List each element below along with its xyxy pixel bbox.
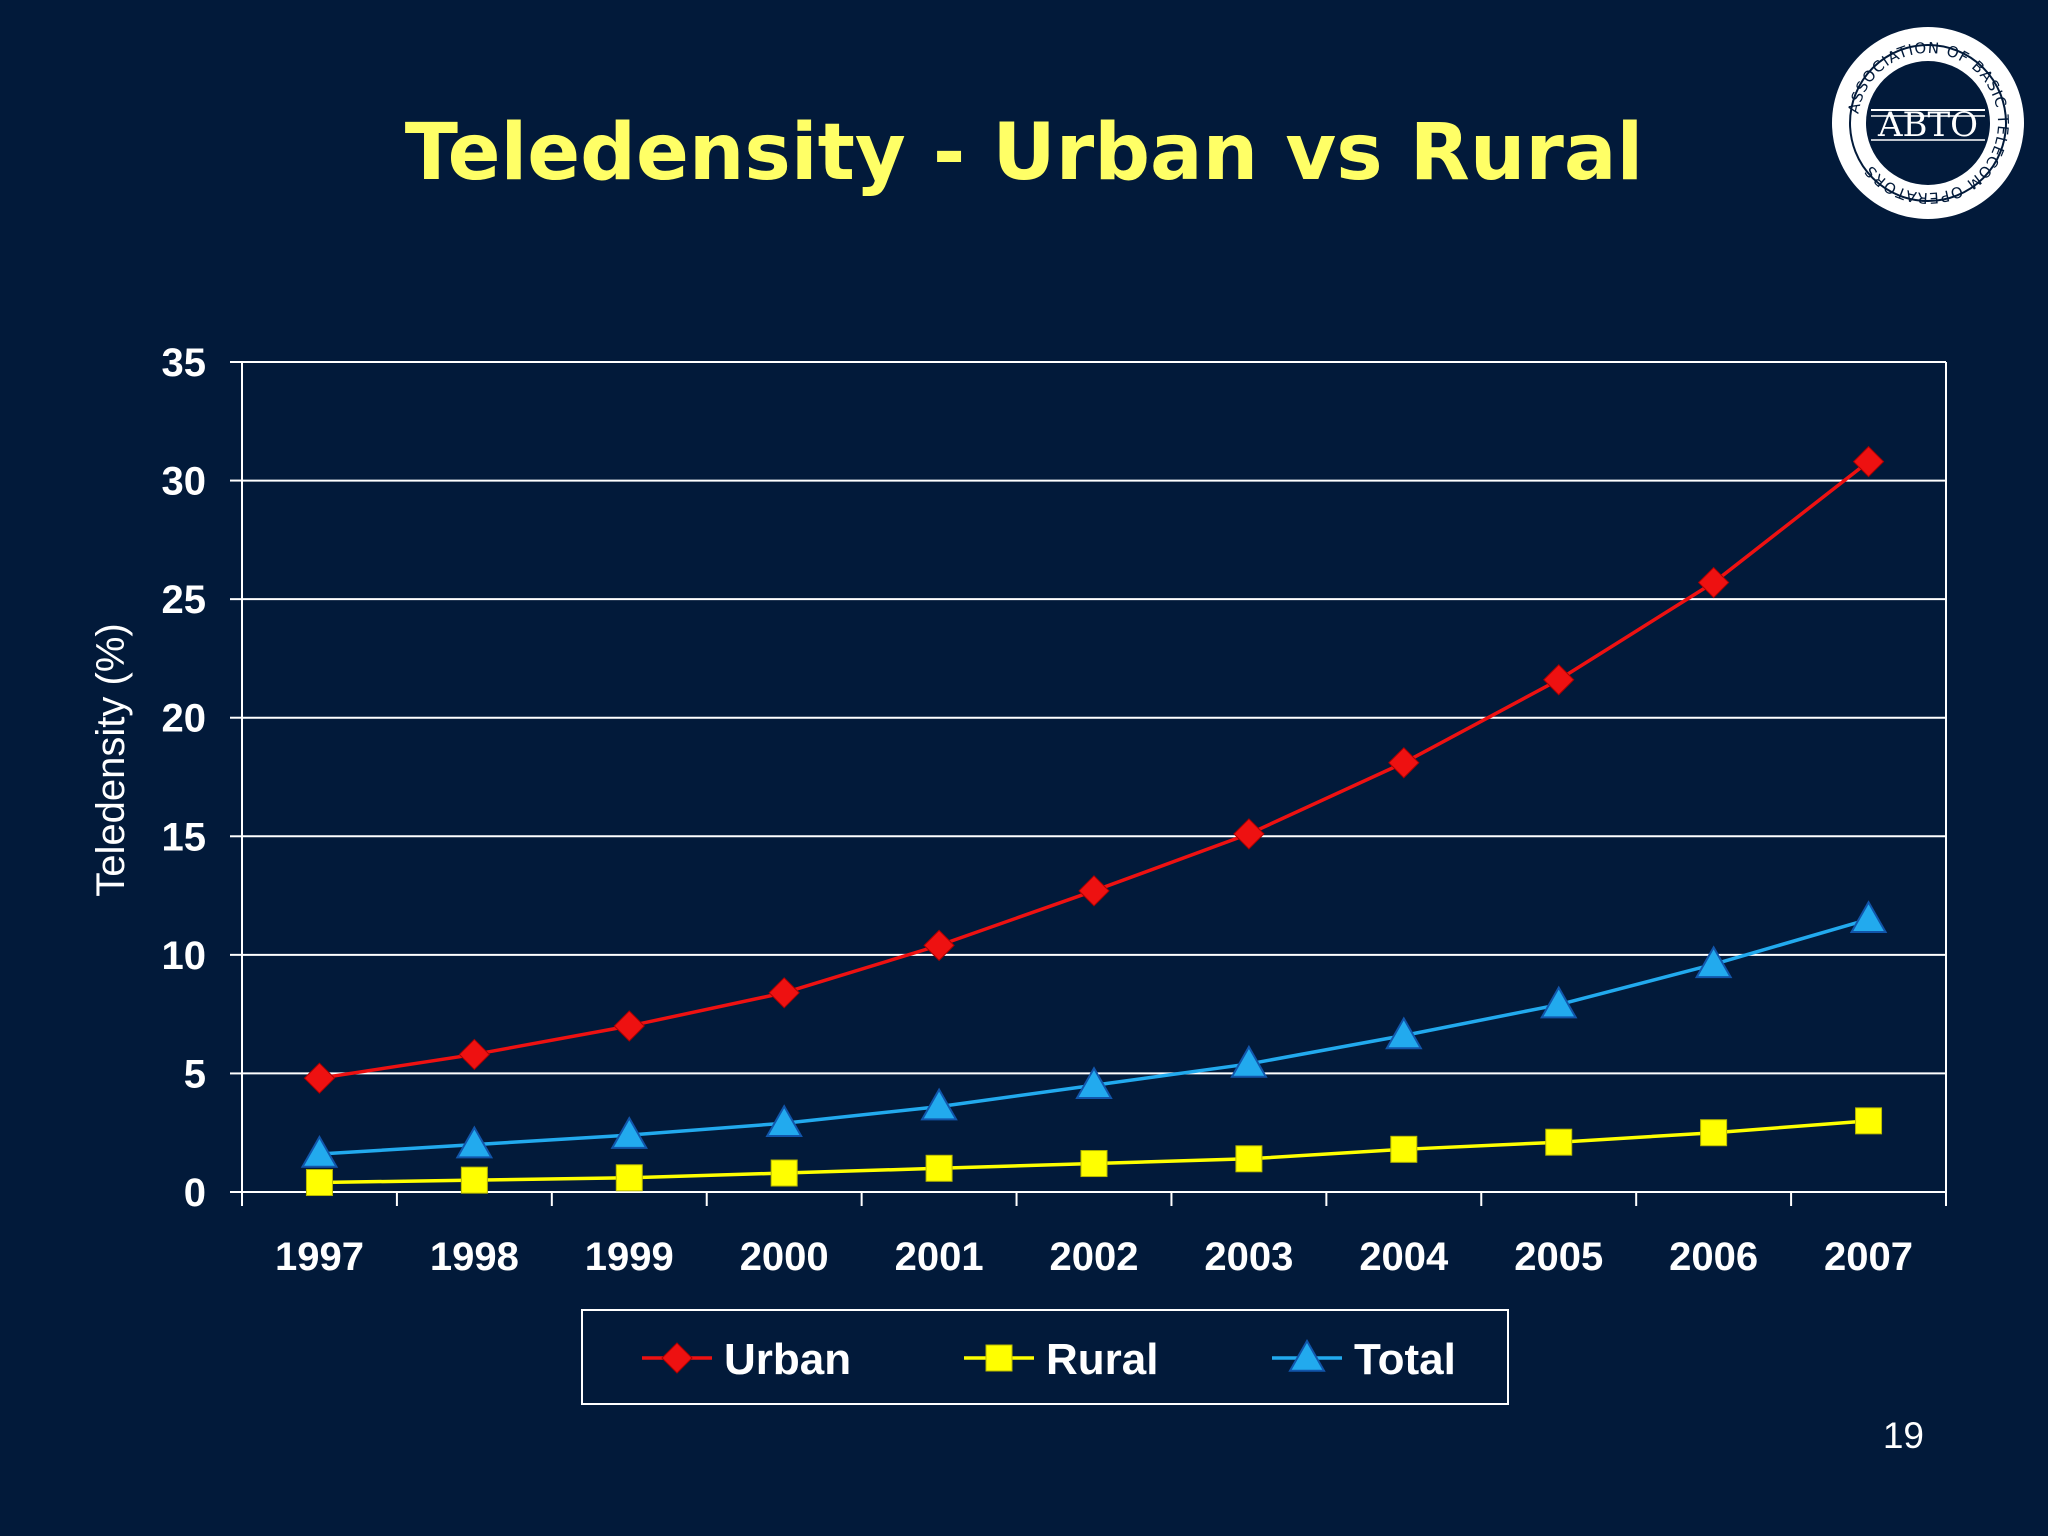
urban-point bbox=[1078, 875, 1110, 907]
y-tick-label: 35 bbox=[162, 341, 207, 385]
total-point bbox=[610, 1116, 648, 1149]
rural-point bbox=[305, 1169, 333, 1197]
rural-point bbox=[1235, 1145, 1263, 1173]
urban-point bbox=[768, 977, 800, 1009]
legend-rural-marker bbox=[985, 1344, 1013, 1372]
series-rural bbox=[305, 1107, 1883, 1197]
total-point bbox=[1849, 900, 1888, 934]
urban-point bbox=[303, 1062, 336, 1094]
urban-point bbox=[1543, 664, 1575, 696]
rural-point bbox=[770, 1159, 798, 1187]
y-tick-label: 15 bbox=[162, 815, 207, 859]
total-point bbox=[300, 1135, 339, 1168]
legend: Urban Rural Total bbox=[581, 1309, 1509, 1405]
urban-point bbox=[1233, 818, 1265, 850]
x-tick-label: 2001 bbox=[895, 1235, 984, 1279]
axes: 0 5 10 15 20 25 30 35 1997 1998 1999 2000 2001 2002 20… bbox=[162, 341, 1947, 1279]
legend-urban-label: Urban bbox=[724, 1335, 851, 1384]
rural-point bbox=[1855, 1107, 1883, 1135]
series bbox=[300, 445, 1888, 1197]
slide-title: Teledensity - Urban vs Rural bbox=[404, 108, 1644, 198]
rural-point bbox=[1080, 1150, 1108, 1178]
urban-point bbox=[1388, 747, 1420, 779]
x-tick-label: 1997 bbox=[275, 1235, 364, 1279]
rural-point bbox=[925, 1154, 953, 1182]
x-tick-label: 2000 bbox=[740, 1235, 829, 1279]
logo-text: ABTO bbox=[1877, 105, 1978, 145]
x-tick-label: 2002 bbox=[1050, 1235, 1139, 1279]
x-tick-label: 2004 bbox=[1359, 1235, 1449, 1279]
series-total bbox=[300, 900, 1888, 1168]
legend-total-label: Total bbox=[1354, 1335, 1456, 1384]
x-tick-label: 2005 bbox=[1514, 1235, 1603, 1279]
page-number: 19 bbox=[1882, 1415, 1924, 1456]
y-tick-label: 30 bbox=[162, 460, 207, 504]
total-point bbox=[920, 1087, 958, 1121]
y-axis-label: Teledensity (%) bbox=[89, 623, 133, 896]
rural-point bbox=[1545, 1128, 1573, 1156]
urban-point bbox=[458, 1038, 491, 1071]
rural-point bbox=[1390, 1135, 1418, 1163]
x-tick-label: 2007 bbox=[1824, 1235, 1913, 1279]
x-tick-label: 1999 bbox=[585, 1235, 674, 1279]
x-tick-label: 2006 bbox=[1669, 1235, 1758, 1279]
y-tick-label: 20 bbox=[162, 697, 207, 741]
x-tick-label: 2003 bbox=[1204, 1235, 1293, 1279]
gridlines bbox=[242, 361, 1946, 1075]
y-tick-label: 25 bbox=[162, 578, 207, 622]
urban-point bbox=[613, 1010, 645, 1042]
legend-rural-label: Rural bbox=[1046, 1335, 1158, 1384]
urban-point bbox=[1852, 445, 1885, 478]
rural-point bbox=[615, 1164, 643, 1192]
urban-point bbox=[1697, 566, 1730, 599]
abto-logo: ASSOCIATION OF BASIC TELECOM OPERATORS A… bbox=[1825, 20, 2031, 226]
total-point bbox=[455, 1125, 494, 1159]
total-point bbox=[1385, 1016, 1423, 1050]
total-point bbox=[1230, 1044, 1268, 1078]
total-point bbox=[1694, 945, 1733, 979]
legend-box bbox=[581, 1309, 1509, 1405]
urban-point bbox=[923, 929, 955, 962]
x-tick-label: 1998 bbox=[430, 1235, 519, 1279]
y-tick-label: 0 bbox=[184, 1171, 206, 1215]
legend-urban-marker bbox=[661, 1342, 693, 1374]
y-tick-label: 5 bbox=[184, 1052, 206, 1096]
y-tick-label: 10 bbox=[162, 934, 207, 978]
total-point bbox=[1540, 985, 1578, 1019]
rural-point bbox=[460, 1166, 488, 1194]
total-point bbox=[1075, 1066, 1113, 1100]
legend-total-marker bbox=[1288, 1338, 1326, 1372]
total-point bbox=[765, 1104, 803, 1137]
series-urban bbox=[303, 445, 1885, 1094]
rural-point bbox=[1700, 1119, 1728, 1147]
